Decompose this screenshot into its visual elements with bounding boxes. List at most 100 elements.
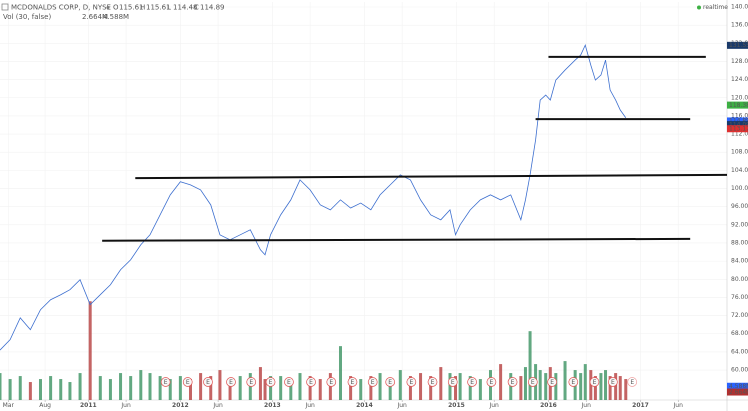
volume-bar bbox=[148, 373, 152, 400]
volume-bar bbox=[359, 379, 363, 400]
volume-bar bbox=[554, 373, 558, 400]
volume-bar bbox=[608, 376, 612, 400]
earnings-label: E bbox=[531, 379, 535, 386]
ohlc-value: 115.61 bbox=[146, 4, 171, 12]
y-tick-label: 140.00 bbox=[731, 3, 748, 10]
volume-bar bbox=[168, 379, 172, 400]
volume-bar bbox=[38, 379, 42, 400]
symbol-icon bbox=[1, 3, 9, 11]
earnings-event bbox=[427, 377, 438, 387]
volume-bar bbox=[178, 376, 182, 400]
volume-bar bbox=[78, 373, 82, 400]
earnings-label: E bbox=[511, 379, 515, 386]
volume-bar bbox=[139, 370, 143, 400]
earnings-event bbox=[507, 377, 518, 387]
earnings-label: E bbox=[351, 379, 355, 386]
axis-marker bbox=[727, 41, 748, 49]
earnings-label: E bbox=[470, 379, 474, 386]
axis-marker bbox=[727, 382, 748, 390]
y-tick-label: 108.00 bbox=[731, 149, 748, 156]
y-tick-label: 136.00 bbox=[731, 22, 748, 29]
earnings-event bbox=[306, 377, 316, 387]
y-tick-label: 116.00 bbox=[731, 112, 748, 119]
earnings-label: E bbox=[164, 379, 168, 386]
x-tick-label: Jun bbox=[120, 402, 131, 409]
volume-legend: 2.664M bbox=[82, 13, 108, 21]
symbol: MCDONALDS CORP, D, NYSE bbox=[11, 4, 111, 12]
volume-bar bbox=[544, 373, 548, 400]
volume-bar bbox=[238, 376, 242, 400]
volume-bar bbox=[614, 373, 618, 400]
x-tick-label: 2015 bbox=[448, 402, 465, 409]
volume-bar bbox=[419, 373, 423, 400]
earnings-label: E bbox=[550, 379, 554, 386]
volume-bar bbox=[538, 370, 542, 400]
volume-bar bbox=[263, 379, 267, 400]
x-tick-label: Jun bbox=[304, 402, 315, 409]
volume-bar bbox=[298, 373, 302, 400]
axis-marker-label: 113.17 bbox=[729, 126, 748, 133]
earnings-label: E bbox=[571, 379, 575, 386]
x-tick-label: Jun bbox=[581, 402, 592, 409]
axis-marker-label: 131.55 bbox=[729, 42, 748, 49]
y-tick-label: 92.00 bbox=[731, 221, 748, 228]
volume-bar bbox=[439, 367, 443, 400]
earnings-event bbox=[226, 377, 236, 387]
earnings-label: E bbox=[490, 379, 494, 386]
y-tick-label: 96.00 bbox=[731, 203, 748, 210]
earnings-event bbox=[385, 377, 396, 387]
earnings-label: E bbox=[630, 379, 634, 386]
status: realtime bbox=[703, 4, 728, 11]
y-tick-label: 76.00 bbox=[731, 294, 748, 301]
axis-marker-label: 2.664M bbox=[729, 389, 748, 396]
earnings-label: E bbox=[431, 379, 435, 386]
volume-bar bbox=[528, 331, 532, 400]
y-tick-label: 60.00 bbox=[731, 367, 748, 374]
volume-bar bbox=[499, 364, 503, 400]
volume-bar bbox=[188, 379, 192, 400]
axis-marker-label: 4.588M bbox=[729, 383, 748, 390]
axis-marker bbox=[727, 125, 748, 133]
trend-line bbox=[135, 173, 728, 180]
x-tick-label: Jun bbox=[488, 402, 499, 409]
x-tick-label: Aug bbox=[39, 402, 51, 409]
symbol-dot bbox=[106, 6, 110, 9]
earnings-label: E bbox=[309, 379, 313, 386]
volume-title: Vol (30, false) bbox=[3, 13, 51, 21]
x-tick-label: 2016 bbox=[540, 402, 557, 409]
volume-bar bbox=[593, 376, 597, 400]
volume-bar bbox=[509, 373, 513, 400]
x-tick-label: Jun bbox=[212, 402, 223, 409]
volume-bar bbox=[279, 376, 283, 400]
x-tick-label: Jun bbox=[673, 402, 684, 409]
volume-bar bbox=[583, 364, 587, 400]
earnings-label: E bbox=[206, 379, 210, 386]
volume-bar bbox=[523, 367, 527, 400]
volume-bar bbox=[88, 301, 92, 400]
volume-bar bbox=[398, 370, 402, 400]
volume-bar bbox=[599, 373, 603, 400]
volume-bar bbox=[408, 376, 412, 400]
y-tick-label: 88.00 bbox=[731, 239, 748, 246]
y-tick-label: 124.00 bbox=[731, 76, 748, 83]
volume-bar bbox=[378, 373, 382, 400]
status-dot bbox=[697, 5, 701, 10]
volume-bar bbox=[579, 373, 583, 400]
y-tick-label: 128.00 bbox=[731, 58, 748, 65]
y-tick-label: 120.00 bbox=[731, 94, 748, 101]
axis-marker bbox=[727, 388, 748, 396]
volume-bar bbox=[454, 376, 458, 400]
volume-bar bbox=[618, 376, 622, 400]
earnings-event bbox=[627, 377, 638, 387]
earnings-event bbox=[467, 377, 477, 387]
volume-bar bbox=[429, 376, 433, 400]
volume-bar bbox=[563, 361, 567, 400]
ohlc-value: 114.48 bbox=[173, 4, 198, 12]
volume-bar bbox=[369, 376, 373, 400]
earnings-label: E bbox=[371, 379, 375, 386]
earnings-label: E bbox=[229, 379, 233, 386]
earnings-event bbox=[527, 377, 538, 387]
axis-marker-label: 118.38 bbox=[729, 102, 748, 109]
earnings-label: E bbox=[249, 379, 253, 386]
